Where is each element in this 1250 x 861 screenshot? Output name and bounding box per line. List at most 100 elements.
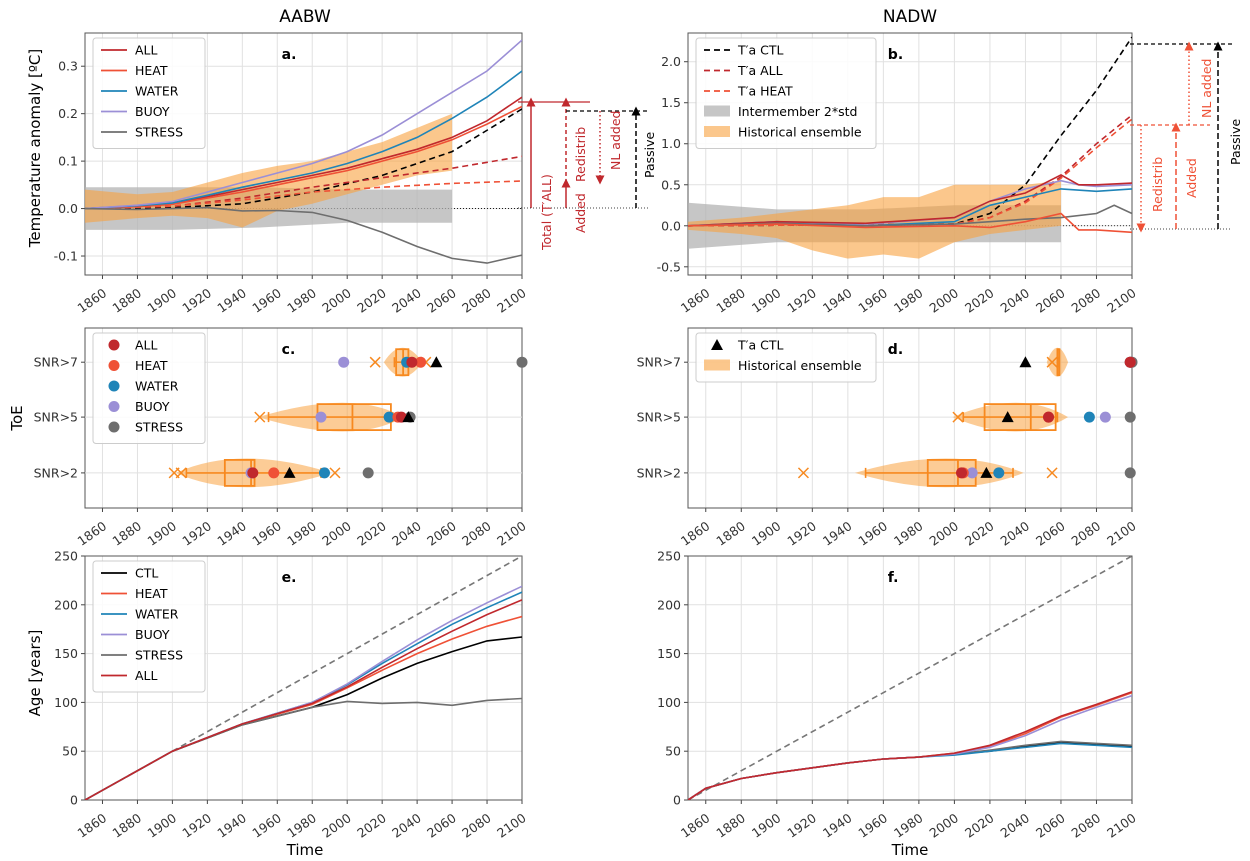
legend: ALL HEAT WATER BUOY STRESS <box>92 332 206 444</box>
point-ctl-2 <box>1019 356 1032 368</box>
xtick-label-2040: 2040 <box>389 285 424 316</box>
axes-frame <box>84 555 523 801</box>
panel-b-decomposition: Redistrib Added NL added Passive <box>1130 41 1243 233</box>
legend-label-water: WATER <box>135 84 179 99</box>
xtick-label-1900: 1900 <box>749 810 784 841</box>
series-water <box>688 742 1132 800</box>
ytick-label-snr-2: SNR>2 <box>637 465 681 480</box>
point-all-2 <box>406 356 418 368</box>
legend-label-water: WATER <box>135 607 179 622</box>
panel-letter: b. <box>888 47 903 63</box>
extreme-marker-0-0 <box>797 467 809 479</box>
legend-label-stress: STRESS <box>135 648 183 663</box>
xlabel-right: Time <box>891 841 929 859</box>
xtick-label-1940: 1940 <box>820 285 855 316</box>
xtick-label-1960: 1960 <box>249 518 284 549</box>
legend-label-heat: HEAT <box>135 586 168 601</box>
xtick-label-1980: 1980 <box>284 285 319 316</box>
xtick-label-1940: 1940 <box>214 518 249 549</box>
xtick-label-1880: 1880 <box>713 518 748 549</box>
xtick-label-1920: 1920 <box>179 518 214 549</box>
xtick-label-1960: 1960 <box>855 518 890 549</box>
point-water-0 <box>993 467 1005 479</box>
dashed-series-t-a-all <box>688 114 1132 227</box>
ytick-label-2: 100 <box>657 695 681 710</box>
ytick-label-5: 2.0 <box>661 54 681 69</box>
ytick-label-1: 50 <box>62 744 78 759</box>
xtick-label-1940: 1940 <box>214 285 249 316</box>
ytick-label-3: 0.2 <box>58 106 78 121</box>
legend: ALL HEAT WATER BUOY STRESS <box>92 37 206 149</box>
ytick-label-4: 200 <box>54 597 78 612</box>
extreme-marker-2-0 <box>1046 356 1058 368</box>
xtick-label-1860: 1860 <box>678 285 713 316</box>
plot-area <box>688 36 1132 259</box>
xtick-label-1960: 1960 <box>855 810 890 841</box>
label-added-b: Added <box>1184 158 1199 198</box>
legend-label-t-a-heat: T′a HEAT <box>737 84 793 99</box>
legend-label-historical-ensemble: Historical ensemble <box>738 125 862 140</box>
panel-letter: c. <box>282 342 296 358</box>
xtick-label-2060: 2060 <box>1033 518 1068 549</box>
panel-c-toe-aabw: 1860 1880 1900 1920 1940 1960 1980 2000 2020 2040… <box>34 327 529 549</box>
label-added: Added <box>573 193 588 233</box>
point-buoy-0 <box>966 467 978 479</box>
xtick-label-2080: 2080 <box>459 285 494 316</box>
ylabel-temperature: Temperature anomaly [ºC] <box>26 49 44 249</box>
panel-a-temperature-aabw: 1860 1880 1900 1920 1940 1960 1980 2000 2020 2040… <box>54 32 529 316</box>
legend-label-stress: STRESS <box>135 420 183 435</box>
xtick-label-1900: 1900 <box>144 518 179 549</box>
series-heat <box>688 691 1132 800</box>
xtick-label-2060: 2060 <box>424 810 459 841</box>
legend-label-all: ALL <box>135 668 158 683</box>
series-buoy <box>688 694 1132 800</box>
ytick-label-2: 100 <box>54 695 78 710</box>
plot-area <box>85 556 522 800</box>
legend-label-buoy: BUOY <box>135 104 170 119</box>
point-all-0 <box>956 467 968 479</box>
legend-frame <box>695 332 877 383</box>
point-buoy-2 <box>338 356 350 368</box>
xtick-label-1920: 1920 <box>784 285 819 316</box>
xtick-label-1980: 1980 <box>284 518 319 549</box>
ytick-label-snr-5: SNR>5 <box>34 410 78 425</box>
point-stress-2 <box>516 356 528 368</box>
point-water-1 <box>383 411 395 423</box>
ytick-label-snr-7: SNR>7 <box>637 355 681 370</box>
ytick-label-3: 150 <box>54 646 78 661</box>
ytick-label-snr-2: SNR>2 <box>34 465 78 480</box>
band-historical-ensemble <box>85 113 453 228</box>
xtick-label-2020: 2020 <box>354 810 389 841</box>
point-all-2 <box>1124 356 1136 368</box>
legend-swatch-heat <box>108 360 120 371</box>
xtick-label-2020: 2020 <box>962 285 997 316</box>
plot-area <box>688 556 1132 800</box>
series-all <box>688 690 1132 800</box>
point-stress-1 <box>1124 411 1136 423</box>
ytick-label-4: 0.3 <box>58 59 78 74</box>
legend-swatch-buoy <box>108 401 120 412</box>
xtick-label-1920: 1920 <box>179 285 214 316</box>
plot-area <box>797 347 1069 488</box>
series-stress <box>688 204 1132 227</box>
legend-label-all: ALL <box>135 43 158 58</box>
xtick-label-2100: 2100 <box>1104 518 1139 549</box>
ytick-label-snr-5: SNR>5 <box>637 410 681 425</box>
ytick-label-0: 0 <box>70 793 78 808</box>
legend: CTL HEAT WATER BUOY STRESS ALL <box>92 560 206 693</box>
panel-letter: d. <box>888 342 903 358</box>
dashed-series-t-a-ctl <box>85 108 522 210</box>
xtick-label-2000: 2000 <box>319 285 354 316</box>
xtick-label-1860: 1860 <box>75 810 110 841</box>
xtick-label-1940: 1940 <box>214 810 249 841</box>
point-stress-0 <box>1124 467 1136 479</box>
xtick-label-1880: 1880 <box>109 810 144 841</box>
label-passive: Passive <box>642 131 657 178</box>
xtick-label-1880: 1880 <box>109 518 144 549</box>
legend: T′a CTL T′a ALL T′a HEAT Intermember 2*std H… <box>695 37 877 149</box>
box-1 <box>983 403 1057 432</box>
xtick-label-2100: 2100 <box>494 810 529 841</box>
ytick-label-snr-7: SNR>7 <box>34 355 78 370</box>
point-ctl-0 <box>980 466 993 478</box>
series-water <box>85 70 522 210</box>
